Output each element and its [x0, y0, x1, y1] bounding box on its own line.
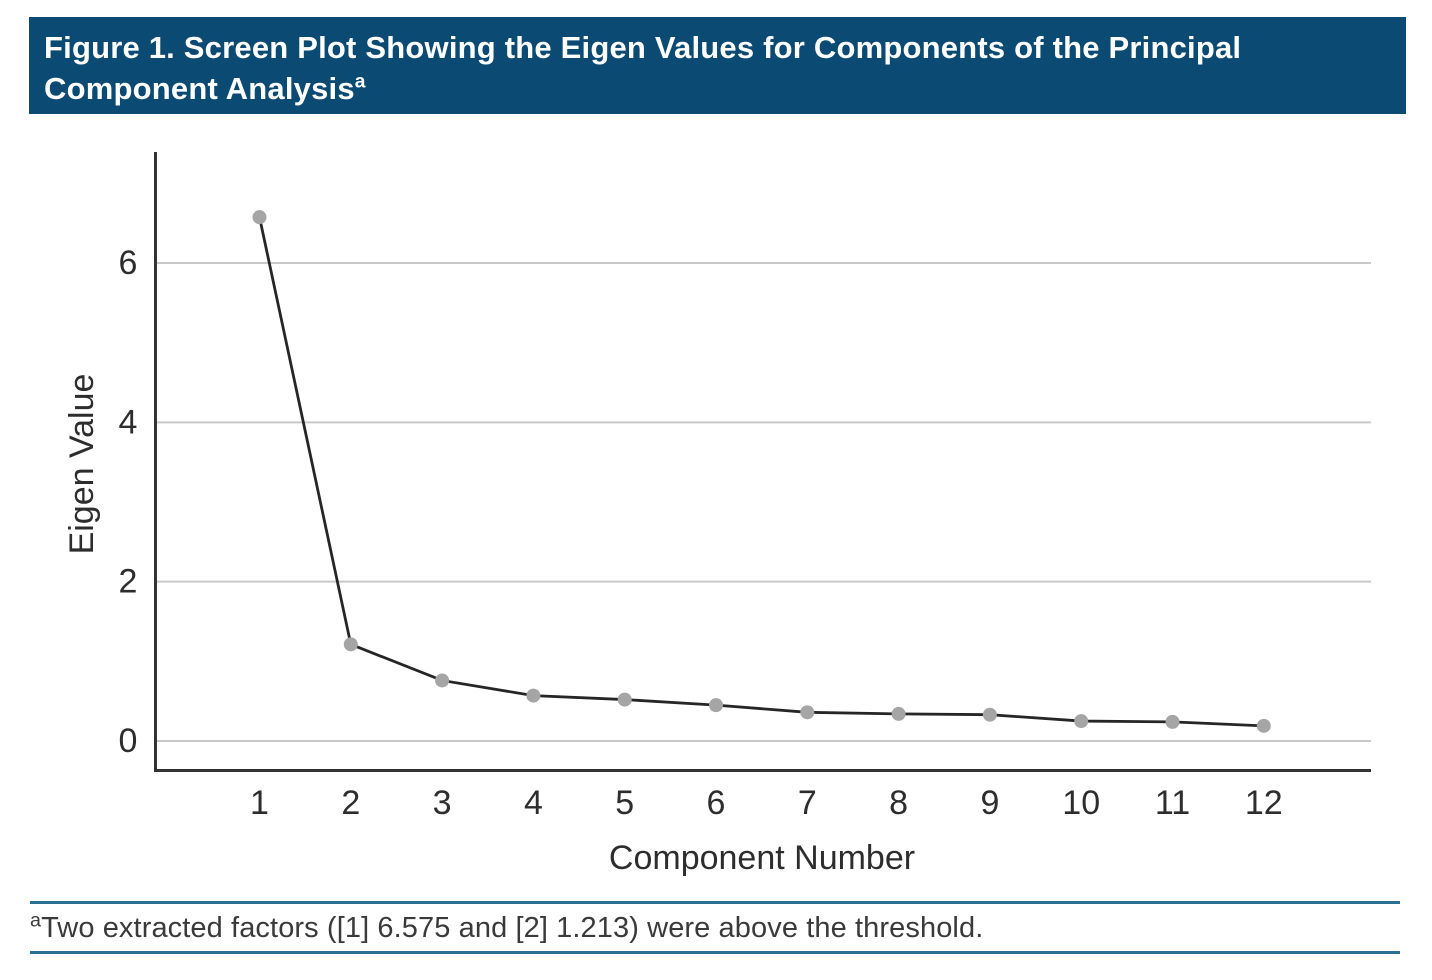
data-point-1: [252, 210, 267, 225]
figure-title-line2: Component Analysis: [44, 71, 355, 106]
data-point-8: [891, 706, 906, 721]
data-point-7: [800, 705, 815, 720]
x-tick-label-3: 3: [433, 784, 452, 822]
data-point-11: [1165, 714, 1180, 729]
x-tick-label-5: 5: [615, 784, 634, 822]
footnote-rule-bottom: [30, 951, 1400, 954]
y-tick-labels: 0 2 4 6: [119, 244, 138, 760]
y-tick-label-2: 2: [119, 563, 138, 601]
x-tick-labels: 1 2 3 4 5 6 7 8 9 10 11 12: [250, 784, 1283, 822]
figure-title-footnote-marker: a: [354, 71, 366, 93]
data-point-4: [526, 688, 541, 703]
scree-line: [258, 216, 1264, 728]
figure-title-bar: Figure 1. Screen Plot Showing the Eigen …: [29, 17, 1406, 114]
x-tick-label-1: 1: [250, 784, 269, 822]
gridlines: [157, 261, 1371, 742]
footnote-text: Two extracted factors ([1] 6.575 and [2]…: [41, 912, 984, 944]
y-axis-label: Eigen Value: [63, 374, 101, 555]
y-tick-label-0: 0: [119, 722, 138, 760]
data-point-6: [709, 698, 723, 713]
x-tick-label-10: 10: [1062, 784, 1100, 822]
x-tick-label-4: 4: [524, 784, 543, 822]
footnote-marker: a: [30, 909, 42, 932]
data-point-3: [435, 673, 450, 688]
x-tick-label-11: 11: [1155, 784, 1190, 822]
x-tick-label-9: 9: [980, 784, 999, 822]
figure-footnote: aTwo extracted factors ([1] 6.575 and [2…: [30, 909, 1400, 945]
y-tick-label-4: 4: [119, 403, 138, 441]
data-point-9: [982, 707, 997, 722]
figure-title-line1: Figure 1. Screen Plot Showing the Eigen …: [44, 30, 1242, 65]
x-axis-label: Component Number: [609, 839, 915, 877]
data-point-12: [1256, 718, 1271, 733]
data-point-10: [1074, 714, 1089, 729]
data-point-5: [617, 692, 632, 707]
x-tick-label-2: 2: [341, 784, 360, 822]
x-tick-label-12: 12: [1245, 784, 1283, 822]
data-point-2: [343, 637, 358, 652]
x-tick-label-8: 8: [889, 784, 908, 822]
x-tick-label-7: 7: [798, 784, 817, 822]
footnote-rule-top: [30, 901, 1400, 904]
x-tick-label-6: 6: [707, 784, 726, 822]
y-tick-label-6: 6: [119, 244, 138, 282]
scree-markers: [252, 210, 1271, 733]
